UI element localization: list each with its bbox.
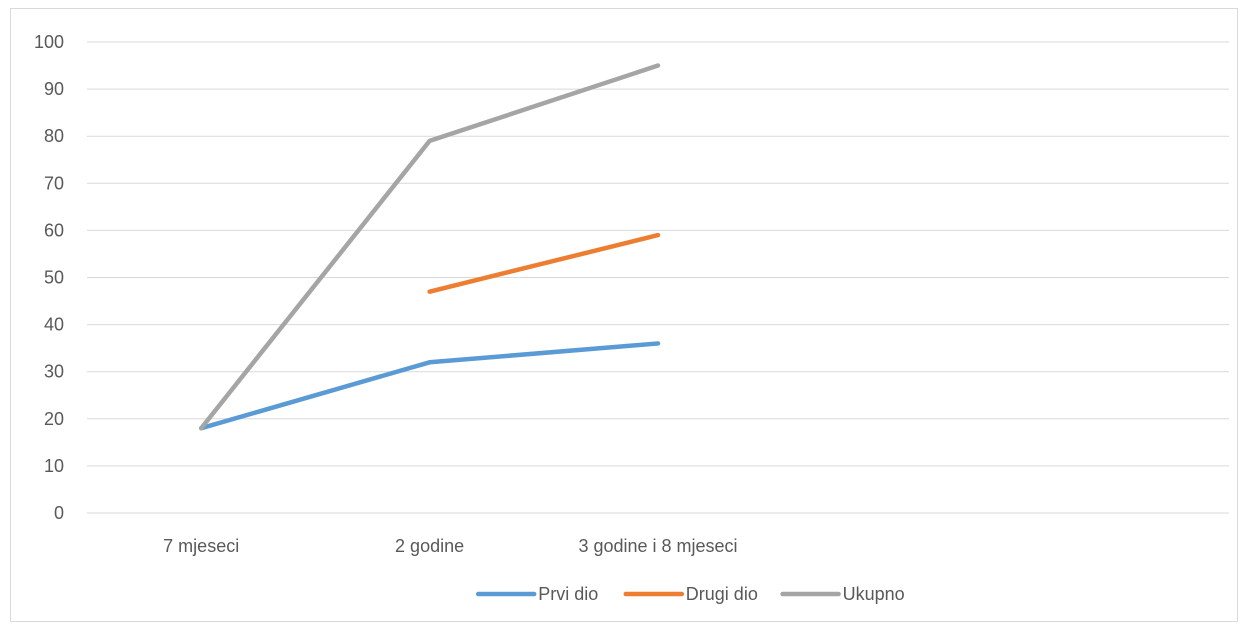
y-axis-tick-labels: 0 10 20 30 40 50 60 70 80 90 100 bbox=[34, 32, 64, 523]
y-tick-label: 0 bbox=[54, 503, 64, 523]
x-tick-label: 7 mjeseci bbox=[163, 536, 239, 556]
legend: Prvi dio Drugi dio Ukupno bbox=[475, 584, 905, 604]
y-tick-label: 80 bbox=[44, 126, 64, 146]
legend-label: Prvi dio bbox=[538, 584, 598, 604]
y-tick-label: 40 bbox=[44, 315, 64, 335]
legend-label: Drugi dio bbox=[686, 584, 758, 604]
y-tick-label: 90 bbox=[44, 79, 64, 99]
x-axis-tick-labels: 7 mjeseci 2 godine 3 godine i 8 mjeseci bbox=[163, 536, 737, 556]
y-tick-label: 20 bbox=[44, 409, 64, 429]
y-tick-label: 100 bbox=[34, 32, 64, 52]
y-tick-label: 70 bbox=[44, 173, 64, 193]
series-line-3 bbox=[198, 63, 661, 431]
y-tick-label: 60 bbox=[44, 220, 64, 240]
series-lines bbox=[198, 63, 661, 431]
series-line-2 bbox=[427, 232, 661, 294]
y-tick-label: 30 bbox=[44, 362, 64, 382]
y-tick-label: 50 bbox=[44, 268, 64, 288]
y-tick-label: 10 bbox=[44, 456, 64, 476]
gridlines bbox=[87, 41, 1229, 514]
x-tick-label: 3 godine i 8 mjeseci bbox=[578, 536, 737, 556]
series-line-1 bbox=[198, 341, 661, 431]
chart-area bbox=[10, 8, 1238, 622]
x-tick-label: 2 godine bbox=[395, 536, 464, 556]
legend-label: Ukupno bbox=[843, 584, 905, 604]
